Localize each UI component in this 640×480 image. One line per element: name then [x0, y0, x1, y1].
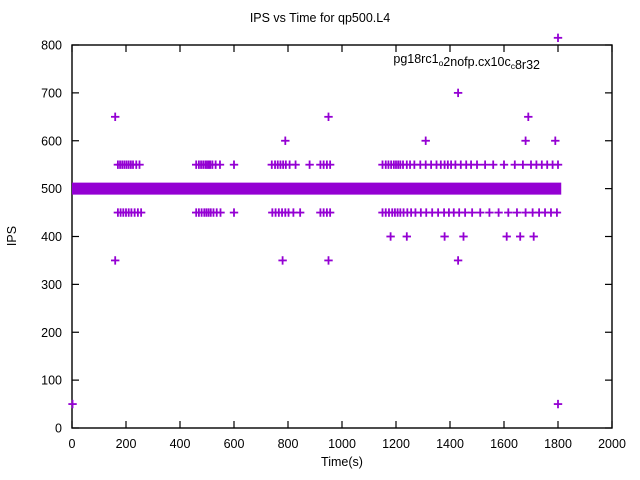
data-point-marker [489, 160, 498, 169]
data-point-marker [553, 160, 563, 169]
data-point-marker [510, 160, 519, 169]
data-point-marker [499, 160, 509, 169]
data-point-marker [440, 232, 449, 241]
data-point-marker [281, 136, 290, 145]
x-tick-label: 1200 [382, 437, 410, 451]
x-tick-label: 200 [116, 437, 137, 451]
y-tick-label: 100 [41, 374, 62, 388]
data-point-marker [529, 232, 538, 241]
x-tick-label: 2000 [598, 437, 626, 451]
data-point-layer [68, 33, 563, 409]
data-point-marker [480, 160, 490, 169]
data-point-marker [136, 208, 146, 217]
data-point-marker [453, 88, 463, 98]
y-tick-label: 500 [41, 182, 62, 196]
data-point-marker [386, 232, 395, 241]
data-point-marker [229, 160, 239, 169]
chart-legend: pg18rc1o2nofp.cx10cc8r32 [393, 52, 540, 72]
data-point-marker [421, 136, 430, 145]
x-tick-label: 1800 [544, 437, 572, 451]
data-point-marker [325, 208, 335, 217]
data-point-marker [135, 160, 144, 169]
data-point-marker [553, 399, 563, 409]
y-tick-label: 700 [41, 86, 62, 100]
data-point-marker [553, 33, 563, 43]
y-axis-ticks: 0 100 200 300 400 500 600 700 800 [41, 39, 612, 436]
data-point-marker [111, 256, 120, 265]
data-point-marker [494, 208, 503, 217]
data-point-marker [516, 232, 525, 241]
data-point-marker [485, 208, 494, 217]
data-point-marker [402, 232, 411, 241]
y-tick-label: 600 [41, 134, 62, 148]
y-tick-label: 800 [41, 39, 62, 53]
data-point-marker [502, 232, 511, 241]
data-point-marker [521, 136, 530, 145]
y-tick-label: 0 [55, 422, 62, 436]
data-point-marker [467, 208, 477, 217]
x-tick-label: 1400 [436, 437, 464, 451]
x-tick-label: 400 [170, 437, 191, 451]
data-point-marker [295, 208, 305, 217]
data-point-marker [68, 399, 77, 409]
data-point-marker [459, 232, 468, 241]
x-axis-ticks: 0 200 400 600 800 1000 1200 1400 1600 1800 2000 [69, 45, 626, 451]
x-tick-label: 1600 [490, 437, 518, 451]
data-point-marker [524, 112, 533, 122]
data-point-marker [551, 136, 560, 145]
data-point-marker [305, 160, 314, 169]
y-tick-label: 300 [41, 278, 62, 292]
plot-frame [71, 44, 613, 429]
data-point-marker [472, 160, 482, 169]
y-tick-label: 200 [41, 326, 62, 340]
x-tick-label: 0 [69, 437, 76, 451]
chart-title: IPS vs Time for qp500.L4 [250, 11, 390, 25]
data-point-marker [518, 160, 528, 169]
data-point-marker [521, 208, 530, 217]
data-point-marker [215, 160, 225, 169]
data-point-marker [504, 208, 513, 217]
data-point-marker [216, 208, 225, 217]
x-tick-label: 1000 [328, 437, 356, 451]
y-tick-label: 400 [41, 230, 62, 244]
data-point-marker [229, 208, 239, 217]
legend-series-label: pg18rc1o2nofp.cx10cc8r32 [393, 52, 540, 72]
data-point-marker [476, 208, 485, 217]
x-axis-label: Time(s) [321, 455, 363, 469]
data-point-marker [325, 160, 335, 169]
dense-data-band [72, 182, 562, 195]
x-tick-label: 600 [224, 437, 245, 451]
data-point-marker [460, 208, 470, 217]
data-point-marker [324, 112, 333, 122]
data-point-marker [453, 256, 463, 265]
data-point-marker [291, 160, 300, 169]
data-point-marker [278, 256, 287, 265]
data-point-marker [512, 208, 522, 217]
data-point-marker [324, 256, 333, 265]
data-point-marker [111, 112, 120, 122]
y-axis-label: IPS [5, 226, 19, 246]
data-point-marker [552, 208, 562, 217]
x-tick-label: 800 [278, 437, 299, 451]
